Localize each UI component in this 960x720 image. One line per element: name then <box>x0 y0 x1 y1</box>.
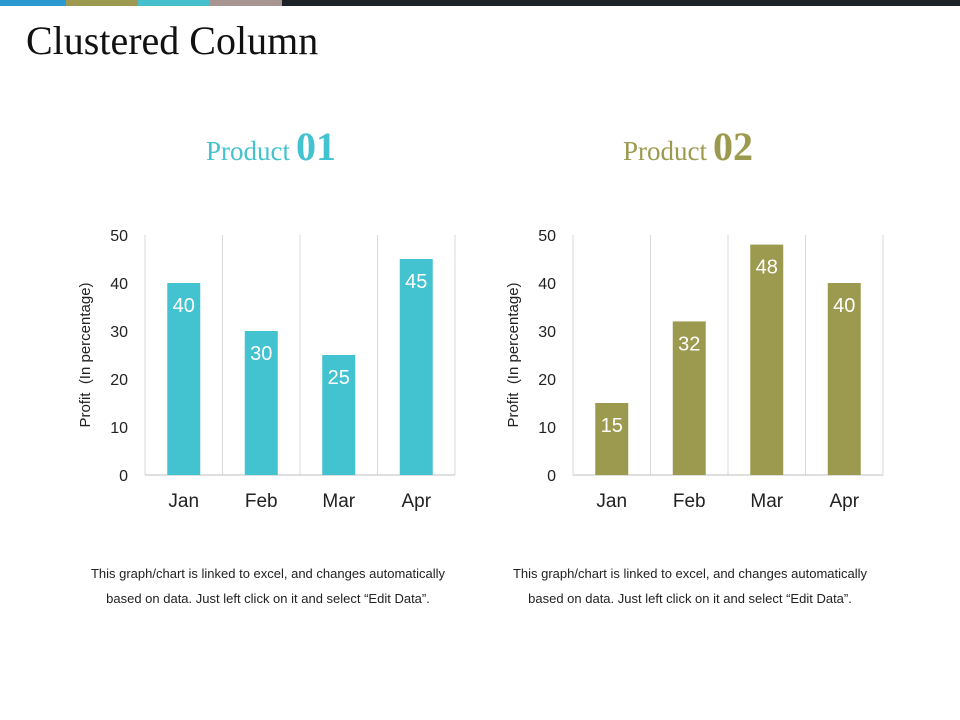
y-tick-label: 10 <box>538 420 556 437</box>
slide-title: Clustered Column <box>26 18 319 63</box>
y-tick-label: 20 <box>110 372 128 389</box>
product-01-title-number: 01 <box>296 124 336 169</box>
product-01-title-word: Product <box>206 136 290 166</box>
accent-segment-teal <box>138 0 210 6</box>
bar-jan <box>167 283 201 475</box>
y-axis-label: Profit (In percentage) <box>77 282 94 427</box>
x-tick-label-feb: Feb <box>673 491 706 512</box>
y-tick-label: 0 <box>547 468 556 485</box>
bar-mar <box>322 355 356 475</box>
data-label-mar: 25 <box>328 367 350 389</box>
top-accent-bar <box>0 0 960 6</box>
x-tick-label-mar: Mar <box>750 491 783 512</box>
data-label-jan: 40 <box>173 295 195 317</box>
product-02-title-number: 02 <box>713 124 753 169</box>
product-02-title-word: Product <box>623 136 707 166</box>
data-label-feb: 32 <box>678 333 700 355</box>
y-tick-label: 0 <box>119 468 128 485</box>
y-tick-label: 50 <box>538 228 556 245</box>
bar-mar <box>750 244 784 475</box>
product-01-chart[interactable]: 0 10 20 30 40 50 Profit (In percentage) 40 Jan 30… <box>0 220 480 520</box>
data-label-apr: 40 <box>833 295 855 317</box>
data-label-feb: 30 <box>250 343 272 365</box>
product-02-chart[interactable]: 0 10 20 30 40 50 Profit (In percentage) 15 Jan 32… <box>428 220 908 520</box>
product-01-title: Product 01 <box>206 122 336 178</box>
data-label-apr: 45 <box>405 271 427 293</box>
x-tick-label-apr: Apr <box>401 491 431 512</box>
x-tick-label-feb: Feb <box>245 491 278 512</box>
y-tick-label: 30 <box>538 324 556 341</box>
bar-feb <box>244 331 278 475</box>
accent-segment-blue <box>0 0 66 6</box>
bar-feb <box>672 321 706 475</box>
y-tick-label: 40 <box>110 276 128 293</box>
accent-segment-dark <box>282 0 960 6</box>
bar-jan <box>595 403 629 475</box>
bar-apr <box>399 259 433 475</box>
bar-apr <box>827 283 861 475</box>
data-label-mar: 48 <box>756 257 778 279</box>
y-tick-label: 40 <box>538 276 556 293</box>
product-01-note: This graph/chart is linked to excel, and… <box>90 566 446 606</box>
product-02-note: This graph/chart is linked to excel, and… <box>512 566 868 606</box>
data-label-jan: 15 <box>601 415 623 437</box>
y-tick-label: 30 <box>110 324 128 341</box>
y-tick-label: 20 <box>538 372 556 389</box>
x-tick-label-apr: Apr <box>829 491 859 512</box>
x-tick-label-jan: Jan <box>596 491 627 512</box>
accent-segment-taupe <box>210 0 282 6</box>
y-axis-label: Profit (In percentage) <box>505 282 522 427</box>
product-02-title: Product 02 <box>623 122 753 178</box>
y-tick-label: 50 <box>110 228 128 245</box>
x-tick-label-jan: Jan <box>168 491 199 512</box>
accent-segment-olive <box>66 0 138 6</box>
x-tick-label-mar: Mar <box>322 491 355 512</box>
y-tick-label: 10 <box>110 420 128 437</box>
